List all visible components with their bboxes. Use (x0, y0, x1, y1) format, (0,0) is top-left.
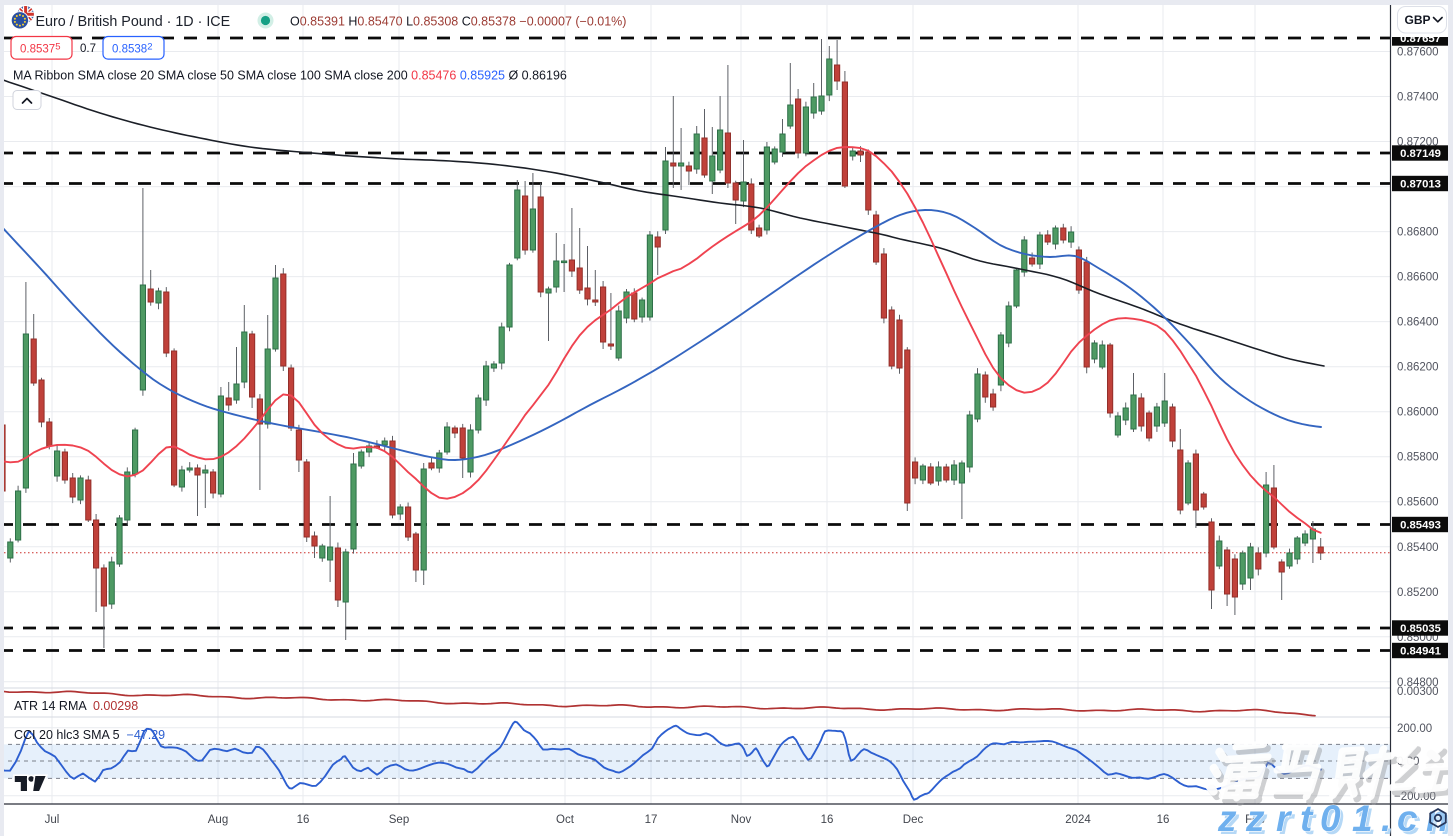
svg-text:17: 17 (645, 814, 658, 826)
svg-text:0.85382: 0.85382 (112, 42, 152, 56)
svg-text:z: z (1245, 798, 1265, 836)
svg-text:0.85800: 0.85800 (1397, 452, 1439, 464)
svg-text:0.86800: 0.86800 (1397, 227, 1439, 239)
svg-text:0.86200: 0.86200 (1397, 362, 1439, 374)
svg-text:ATR 14 RMA 0.00298: ATR 14 RMA 0.00298 (14, 699, 138, 713)
svg-text:1: 1 (1352, 798, 1373, 836)
svg-text:Euro / British Pound · 1D · IC: Euro / British Pound · 1D · ICE (36, 14, 231, 30)
svg-text:0.85200: 0.85200 (1397, 587, 1439, 599)
svg-text:1: 1 (1355, 801, 1376, 836)
svg-text:r: r (1276, 798, 1293, 836)
svg-text:.: . (1384, 801, 1394, 836)
svg-text:Sep: Sep (389, 814, 409, 826)
svg-text:0.85400: 0.85400 (1397, 542, 1439, 554)
svg-text:Aug: Aug (208, 814, 228, 826)
svg-text:0.85493: 0.85493 (1400, 520, 1441, 532)
svg-text:0.86600: 0.86600 (1397, 272, 1439, 284)
svg-text:.: . (1381, 798, 1391, 836)
svg-text:16: 16 (297, 814, 310, 826)
svg-text:0.85035: 0.85035 (1400, 623, 1441, 635)
svg-text:Oct: Oct (556, 814, 575, 826)
svg-text:0.84800: 0.84800 (1397, 677, 1439, 689)
svg-text:t: t (1300, 798, 1314, 836)
svg-text:0.85600: 0.85600 (1397, 497, 1439, 509)
svg-text:CCI 20 hlc3 SMA 5 −47.29: CCI 20 hlc3 SMA 5 −47.29 (14, 728, 165, 742)
svg-text:t: t (1303, 801, 1317, 836)
svg-text:0.87149: 0.87149 (1400, 148, 1441, 160)
svg-text:Jul: Jul (45, 814, 60, 826)
svg-text:0.84941: 0.84941 (1400, 646, 1441, 658)
svg-text:0.00300: 0.00300 (1397, 686, 1439, 698)
svg-text:0.87013: 0.87013 (1400, 179, 1441, 191)
svg-text:−200.00: −200.00 (1394, 791, 1436, 803)
svg-text:0.7: 0.7 (80, 43, 96, 55)
svg-text:0.85375: 0.85375 (20, 42, 60, 56)
svg-text:16: 16 (1157, 814, 1170, 826)
svg-text:0.87400: 0.87400 (1397, 92, 1439, 104)
svg-text:2024: 2024 (1065, 814, 1091, 826)
svg-text:n: n (1426, 798, 1449, 836)
svg-text:0: 0 (1320, 798, 1341, 836)
svg-text:c: c (1400, 801, 1421, 836)
svg-text:Nov: Nov (731, 814, 752, 826)
svg-text:z: z (1248, 801, 1268, 836)
svg-text:z: z (1217, 798, 1237, 836)
svg-text:16: 16 (821, 814, 834, 826)
svg-text:200.00: 200.00 (1397, 723, 1432, 735)
svg-text:0: 0 (1323, 801, 1344, 836)
svg-text:z: z (1220, 801, 1240, 836)
svg-text:0.87600: 0.87600 (1397, 47, 1439, 59)
svg-text:c: c (1397, 798, 1418, 836)
svg-text:0.86000: 0.86000 (1397, 407, 1439, 419)
svg-text:r: r (1279, 801, 1296, 836)
svg-text:O0.85391 H0.85470 L0.85308 C0.: O0.85391 H0.85470 L0.85308 C0.85378 −0.0… (290, 15, 626, 29)
svg-text:GBP: GBP (1405, 13, 1431, 27)
svg-text:Dec: Dec (903, 814, 924, 826)
svg-text:0.86400: 0.86400 (1397, 317, 1439, 329)
svg-text:MA Ribbon SMA close 20 SMA clo: MA Ribbon SMA close 20 SMA close 50 SMA … (13, 69, 567, 83)
svg-text:Feb: Feb (1245, 814, 1265, 826)
